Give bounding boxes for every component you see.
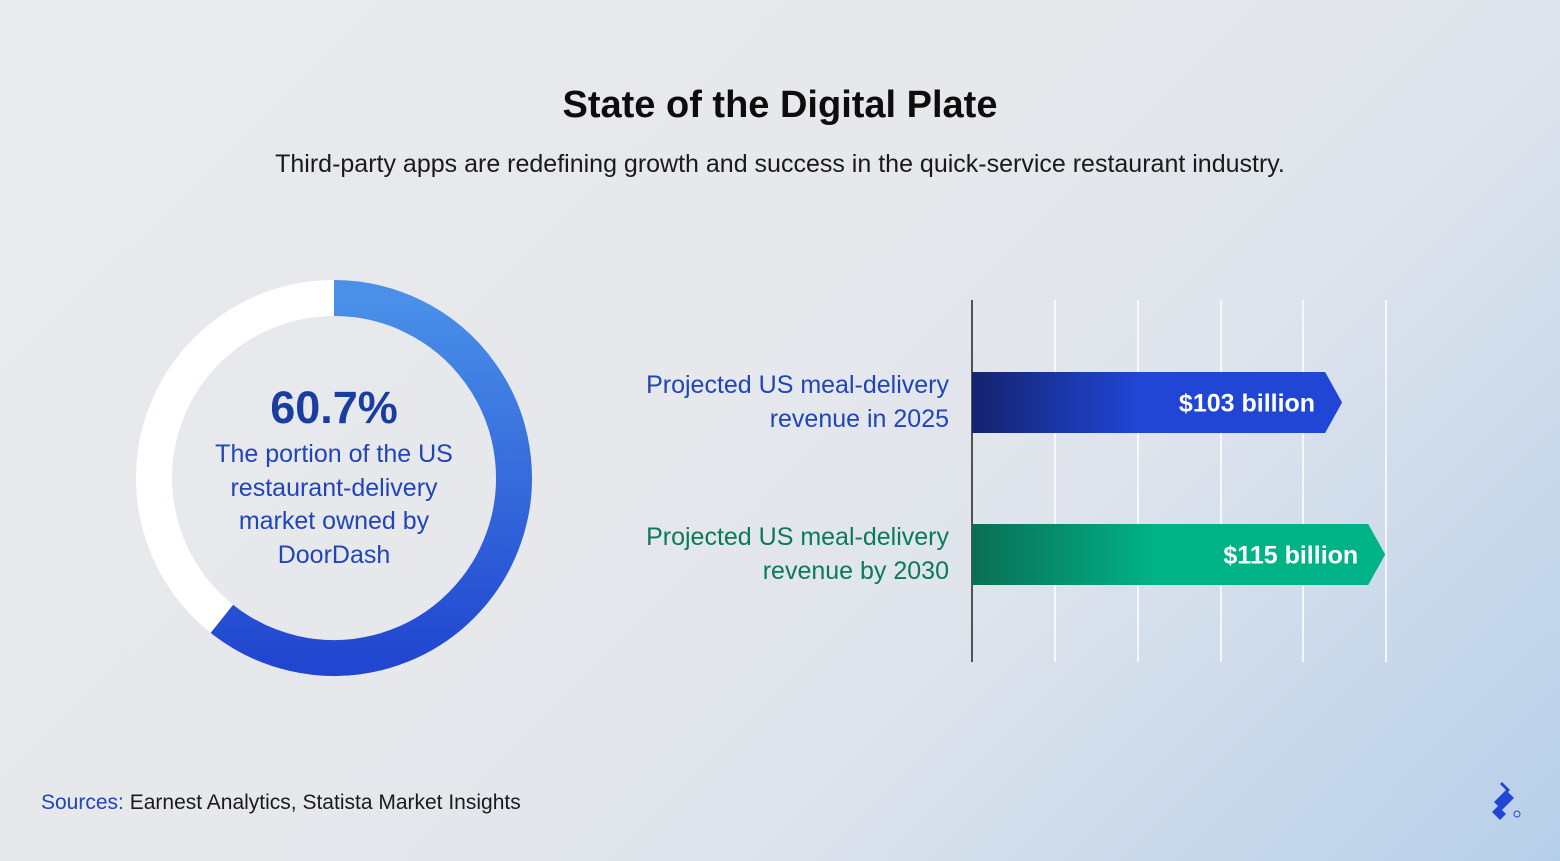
bar-2030 bbox=[972, 524, 1386, 585]
donut-percentage: 60.7% bbox=[270, 382, 398, 433]
toptal-logo-icon bbox=[1492, 782, 1521, 820]
donut-chart bbox=[136, 280, 532, 676]
chart-title: State of the Digital Plate bbox=[562, 84, 998, 126]
bar-2025 bbox=[972, 372, 1343, 433]
sources-prefix: Sources: bbox=[41, 791, 124, 814]
bar-chart: $103 billion $115 billion bbox=[971, 300, 1387, 662]
bar-value-label: $103 billion bbox=[1179, 390, 1315, 418]
bar-label-2025: Projected US meal-delivery revenue in 20… bbox=[646, 371, 949, 433]
sources-text: Earnest Analytics, Statista Market Insig… bbox=[129, 791, 521, 814]
donut-arc-doordash bbox=[210, 280, 532, 676]
chart-subtitle: Third-party apps are redefining growth a… bbox=[275, 150, 1285, 178]
donut-center-label: 60.7% The portion of the US restaurant-d… bbox=[190, 382, 478, 572]
sources-note: Sources: Earnest Analytics, Statista Mar… bbox=[41, 791, 521, 815]
donut-description: The portion of the US restaurant-deliver… bbox=[215, 440, 453, 569]
bar-label-2030: Projected US meal-delivery revenue by 20… bbox=[646, 523, 949, 585]
bar-value-label: $115 billion bbox=[1223, 542, 1358, 570]
